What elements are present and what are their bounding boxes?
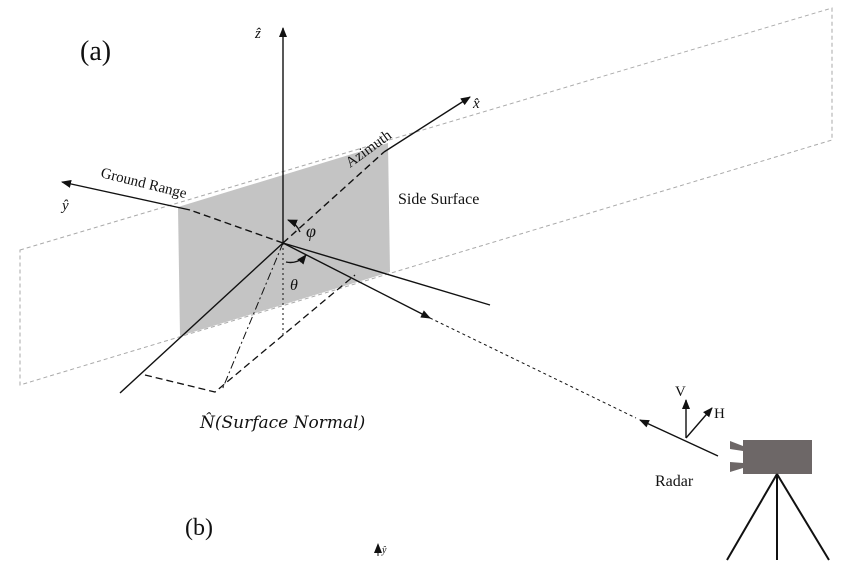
axis-label: ŷ: [60, 198, 69, 214]
side-surface-label: Side Surface: [398, 191, 479, 208]
geometry: [20, 8, 832, 418]
pol-label: H: [714, 406, 725, 422]
panel-label: (a): [80, 36, 111, 67]
axis-label: x̂: [472, 96, 480, 112]
h-arrow: [686, 408, 712, 438]
axis-label: ŷ: [381, 545, 387, 556]
side-surface: [178, 143, 390, 336]
panel-label: (b): [185, 515, 213, 541]
radar: [378, 400, 829, 560]
diagram: (a) ẑ x̂ ŷ Azimuth Ground Range Side Sur…: [0, 0, 847, 562]
pol-label: V: [675, 384, 686, 400]
radar-dotted: [430, 318, 636, 418]
tripod: [727, 474, 829, 560]
ground-range-label: Ground Range: [99, 165, 188, 202]
radar-arrow: [640, 420, 718, 456]
angle-label: θ: [290, 277, 298, 294]
x-axis-line: [384, 97, 470, 152]
radar-horn: [730, 462, 743, 472]
radar-horn: [730, 441, 743, 451]
normal-label: N̂(Surface Normal): [199, 413, 365, 433]
radar-label: Radar: [655, 473, 694, 490]
radar-body: [743, 440, 812, 474]
axis-label: ẑ: [254, 26, 261, 42]
angle-label: φ: [306, 221, 316, 241]
